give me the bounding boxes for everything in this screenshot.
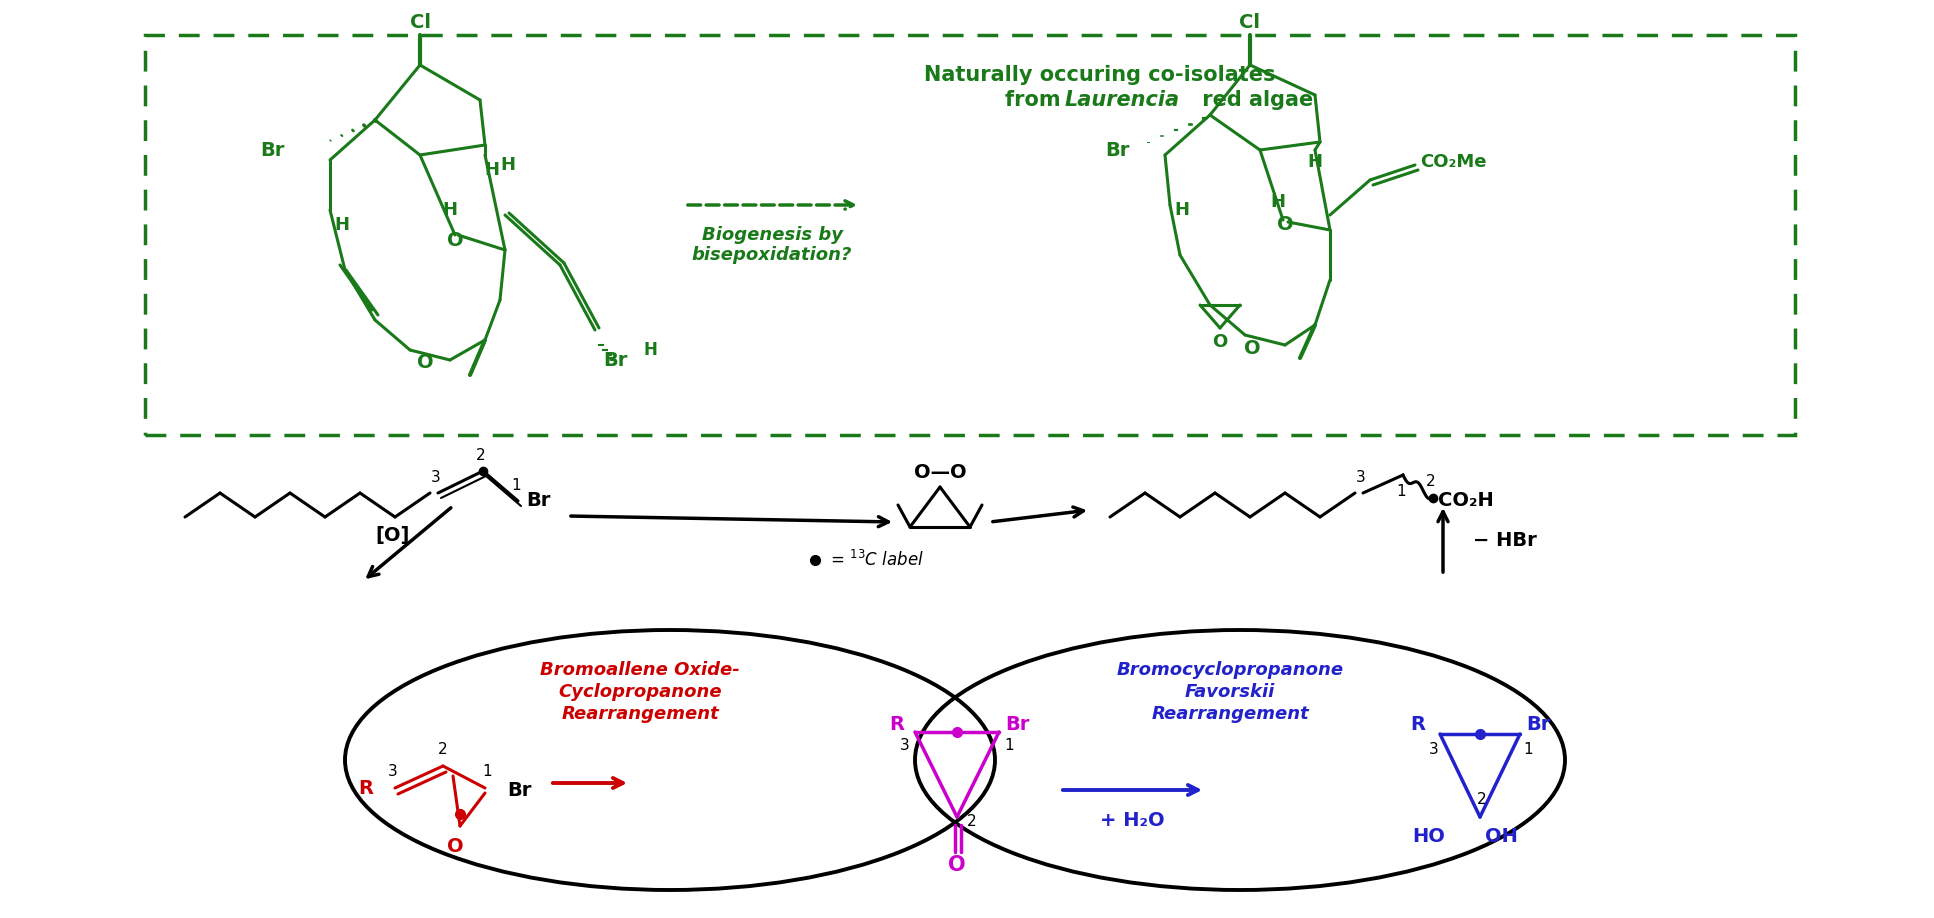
Text: CO₂Me: CO₂Me <box>1420 153 1487 171</box>
Text: 3: 3 <box>389 764 398 778</box>
Text: Naturally occuring co-isolates: Naturally occuring co-isolates <box>924 65 1276 85</box>
Text: Bromoallene Oxide-: Bromoallene Oxide- <box>540 661 741 679</box>
Text: Rearrangement: Rearrangement <box>561 705 719 723</box>
Text: Br: Br <box>603 351 627 370</box>
Text: H: H <box>443 201 458 219</box>
Text: 2: 2 <box>439 742 449 756</box>
Text: 1: 1 <box>1004 738 1013 754</box>
Text: R: R <box>890 714 905 733</box>
Text: Rearrangement: Rearrangement <box>1151 705 1309 723</box>
Text: H: H <box>1271 193 1286 211</box>
Text: [O]: [O] <box>375 527 410 545</box>
Text: O: O <box>447 836 464 856</box>
Text: = $^{13}$C label: = $^{13}$C label <box>826 550 924 570</box>
Text: Favorskii: Favorskii <box>1186 683 1275 701</box>
Text: O: O <box>1213 333 1228 351</box>
Text: Cl: Cl <box>1240 13 1261 31</box>
Text: bisepoxidation?: bisepoxidation? <box>692 246 853 264</box>
Text: O: O <box>447 230 464 250</box>
Text: 1: 1 <box>482 764 491 778</box>
Text: O: O <box>1276 216 1294 234</box>
Text: Br: Br <box>1526 714 1551 733</box>
Text: 1: 1 <box>1396 484 1406 498</box>
Text: O: O <box>416 353 433 373</box>
Text: OH: OH <box>1485 827 1518 846</box>
Text: Biogenesis by: Biogenesis by <box>702 226 843 244</box>
Text: H: H <box>1174 201 1189 219</box>
Text: Br: Br <box>507 780 532 800</box>
Text: HO: HO <box>1412 827 1445 846</box>
Text: R: R <box>358 778 373 798</box>
Text: 3: 3 <box>1429 743 1439 757</box>
Text: R: R <box>1410 714 1425 733</box>
Text: H: H <box>642 341 658 359</box>
Text: O—O: O—O <box>913 463 967 482</box>
Text: Br: Br <box>261 140 284 160</box>
Text: 2: 2 <box>1478 791 1487 807</box>
Text: H: H <box>501 156 516 174</box>
Text: 2: 2 <box>1425 475 1435 489</box>
Text: 3: 3 <box>431 469 441 485</box>
Text: 2: 2 <box>967 814 977 830</box>
Text: 1: 1 <box>1524 743 1534 757</box>
Text: Laurencia: Laurencia <box>1066 90 1180 110</box>
Text: from: from <box>1006 90 1068 110</box>
Text: 3: 3 <box>1356 469 1365 485</box>
Text: CO₂H: CO₂H <box>1439 490 1493 509</box>
Text: Br: Br <box>1106 140 1129 160</box>
Text: + H₂O: + H₂O <box>1100 811 1164 830</box>
Text: O: O <box>1244 339 1261 357</box>
Text: 3: 3 <box>899 738 909 754</box>
Text: Br: Br <box>1006 714 1029 733</box>
Text: H: H <box>1307 153 1323 171</box>
Text: H: H <box>335 216 350 234</box>
Text: 1: 1 <box>511 478 520 494</box>
Text: 2: 2 <box>476 447 485 463</box>
Text: Bromocyclopropanone: Bromocyclopropanone <box>1116 661 1344 679</box>
Text: red algae: red algae <box>1195 90 1313 110</box>
Text: H: H <box>485 161 499 179</box>
Text: O: O <box>948 855 965 875</box>
Text: Cl: Cl <box>410 13 431 31</box>
Text: − HBr: − HBr <box>1474 531 1538 550</box>
Text: Cyclopropanone: Cyclopropanone <box>559 683 721 701</box>
Text: Br: Br <box>526 491 551 510</box>
